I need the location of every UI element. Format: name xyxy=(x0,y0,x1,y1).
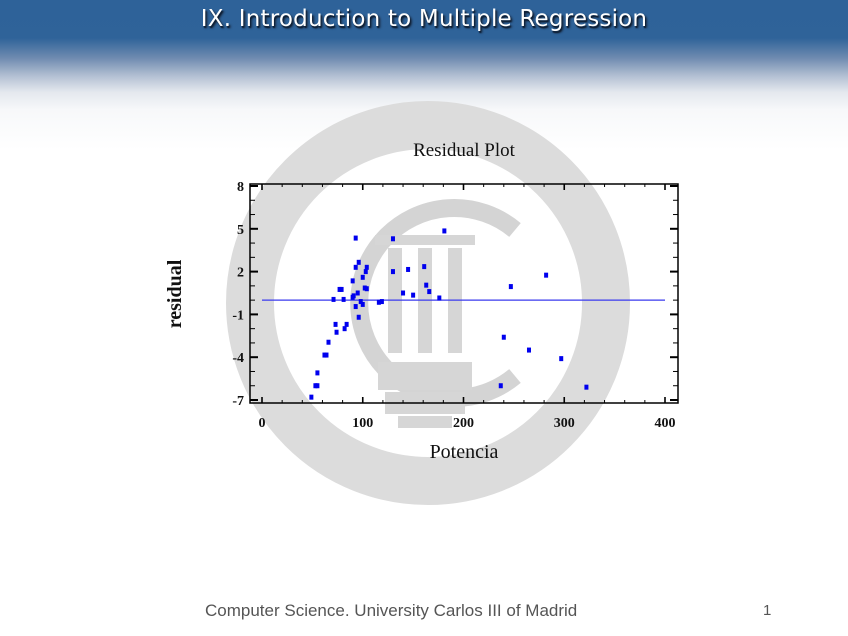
data-point xyxy=(427,289,432,295)
data-point xyxy=(358,299,363,305)
axis-tick-labels: 0 100 200 300 400 8 5 2 -1 -4 -7 xyxy=(232,180,675,431)
data-point xyxy=(364,286,369,292)
y-axis-label: residual xyxy=(164,259,186,328)
data-point xyxy=(559,356,564,362)
footer-text: Computer Science. University Carlos III … xyxy=(205,601,578,620)
axis-ticks xyxy=(250,184,678,403)
data-point xyxy=(364,264,369,270)
y-tick-label: 8 xyxy=(237,180,244,195)
data-point xyxy=(351,293,356,299)
data-point xyxy=(390,269,395,275)
data-point xyxy=(360,274,365,280)
y-tick-label: -7 xyxy=(232,394,244,409)
data-point xyxy=(322,352,327,358)
data-point xyxy=(498,383,503,389)
data-point xyxy=(355,290,360,296)
x-tick-label: 100 xyxy=(352,416,373,431)
x-tick-label: 200 xyxy=(453,416,474,431)
x-tick-label: 0 xyxy=(259,416,266,431)
data-point xyxy=(584,384,589,390)
data-point xyxy=(544,272,549,278)
data-point xyxy=(411,292,416,298)
data-point xyxy=(334,329,339,335)
plot-area-frame xyxy=(249,183,679,404)
data-point xyxy=(331,296,336,302)
data-point xyxy=(422,264,427,270)
data-point xyxy=(342,326,347,332)
data-point xyxy=(315,370,320,376)
data-point xyxy=(339,286,344,292)
data-point xyxy=(344,321,349,327)
x-tick-label: 300 xyxy=(554,416,575,431)
data-point xyxy=(309,394,314,400)
data-point xyxy=(353,235,358,241)
data-point xyxy=(341,296,346,302)
data-point xyxy=(360,301,365,307)
data-point xyxy=(390,236,395,242)
data-point xyxy=(363,269,368,275)
data-point xyxy=(353,264,358,270)
slide-header: IX. Introduction to Multiple Regression xyxy=(0,0,848,110)
data-point xyxy=(442,228,447,234)
data-points xyxy=(309,228,589,400)
x-axis-label: Potencia xyxy=(430,441,499,463)
data-point xyxy=(337,286,342,292)
data-point xyxy=(437,295,442,301)
y-tick-label: -1 xyxy=(232,308,244,323)
data-point xyxy=(356,259,361,265)
data-point xyxy=(526,347,531,353)
data-point xyxy=(313,383,318,389)
data-point xyxy=(508,284,513,290)
data-point xyxy=(362,285,367,291)
data-point xyxy=(401,290,406,296)
data-point xyxy=(379,299,384,305)
chart-title: Residual Plot xyxy=(413,140,516,161)
data-point xyxy=(376,299,381,305)
x-tick-label: 400 xyxy=(655,416,676,431)
data-point xyxy=(501,334,506,340)
slide-title: IX. Introduction to Multiple Regression xyxy=(200,6,648,32)
data-point xyxy=(315,383,320,389)
data-point xyxy=(353,304,358,310)
page-number: 1 xyxy=(763,602,772,619)
data-point xyxy=(350,278,355,284)
data-point xyxy=(406,266,411,272)
data-point xyxy=(424,282,429,288)
data-point xyxy=(356,314,361,320)
y-tick-label: 2 xyxy=(237,266,244,281)
data-point xyxy=(333,321,338,327)
y-tick-label: 5 xyxy=(237,223,244,238)
data-point xyxy=(326,339,331,345)
data-point xyxy=(324,352,329,358)
y-tick-label: -4 xyxy=(232,351,244,366)
